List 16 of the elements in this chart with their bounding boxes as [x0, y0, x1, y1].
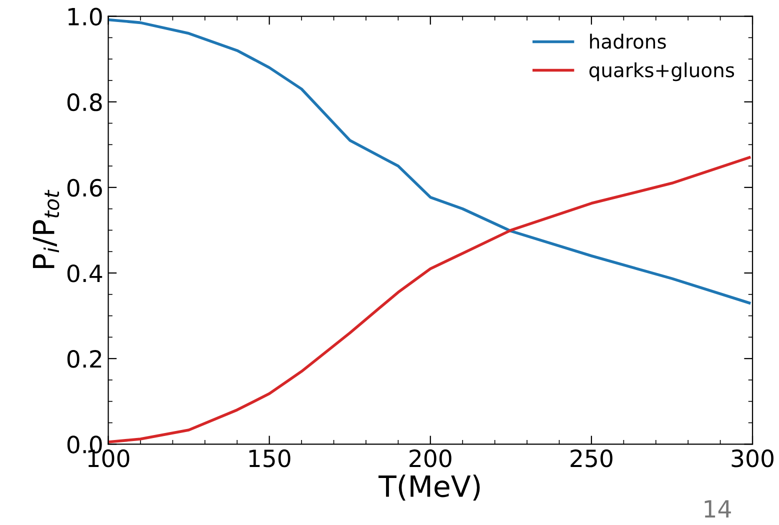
line-series	[108, 156, 751, 444]
y-tick-label: 0.8	[67, 93, 102, 112]
legend-label: quarks+gluons	[589, 62, 734, 82]
x-tick-label: 200	[410, 449, 452, 468]
x-tick-label: 250	[570, 449, 612, 468]
legend-label: hadrons	[590, 34, 666, 49]
y-tick-label: 0.2	[67, 350, 102, 368]
x-axis-title: T(MeV)	[378, 474, 480, 501]
y-tick-label: 1.0	[68, 8, 102, 26]
x-tick-label: 150	[249, 449, 290, 468]
x-tick-label: 300	[732, 449, 774, 468]
y-tick-label: 0.6	[67, 178, 102, 197]
y-axis-title: P$_{i}$/P$_{tot}$	[32, 190, 60, 268]
text: 14	[704, 500, 731, 518]
line-series	[108, 18, 751, 304]
y-tick-label: 0.4	[67, 264, 102, 282]
